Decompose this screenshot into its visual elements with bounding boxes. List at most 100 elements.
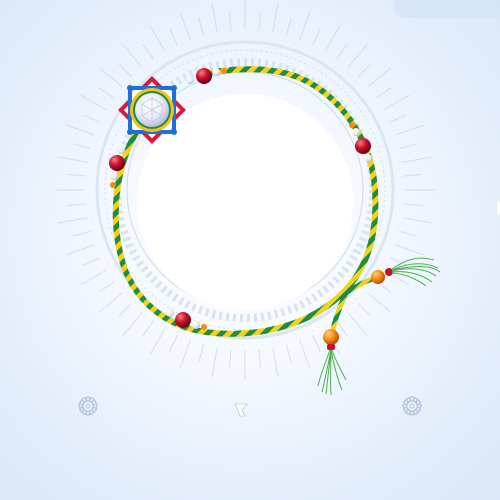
mandala-petal [406, 397, 411, 403]
tiny-logo-icon [234, 403, 248, 417]
ray-line [312, 334, 321, 352]
mandala-petal [413, 409, 418, 415]
mandala-petal [406, 409, 411, 415]
ray-line [72, 143, 91, 150]
ray-line [142, 43, 154, 60]
ray-line [142, 320, 154, 337]
right-tassel [371, 257, 441, 287]
ray-line [347, 312, 368, 336]
ray-line [399, 230, 418, 237]
ray-line [258, 12, 262, 31]
ray-line [66, 244, 95, 256]
mandala-petal [91, 407, 97, 412]
ray-line [57, 156, 88, 163]
ray-line [83, 257, 101, 266]
ray-line [357, 63, 372, 78]
ray-line [122, 312, 143, 336]
mandala-petal [416, 403, 422, 409]
ray-line [66, 124, 95, 136]
mandala-petal [92, 403, 98, 409]
rakhi-jewel-icon [118, 76, 186, 144]
ray-line [312, 28, 321, 46]
ray-line [149, 25, 166, 52]
ray-line [299, 340, 311, 369]
ray-line [367, 292, 391, 313]
ray-line [299, 11, 311, 40]
ray-line [179, 11, 191, 40]
ray-line [383, 94, 410, 111]
mandala-petal [402, 403, 408, 409]
ray-line [272, 347, 279, 378]
ray-line [324, 25, 341, 52]
ray-line [179, 340, 191, 369]
ray-line [149, 328, 166, 355]
ray-line [99, 67, 123, 88]
ray-line [404, 173, 423, 177]
mandala-petal [415, 407, 421, 412]
mandala-petal [415, 400, 421, 405]
ray-line [198, 17, 205, 36]
mandala-petal [89, 397, 94, 403]
ray-line [72, 230, 91, 237]
ray-line [389, 114, 407, 123]
ray-line [99, 292, 123, 313]
mandala-petal [413, 397, 418, 403]
ray-line [285, 344, 292, 363]
mandala-petal [409, 410, 415, 416]
ray-line [272, 2, 279, 33]
mandala-petal [82, 409, 87, 415]
ray-line [357, 302, 372, 317]
thread-beads [109, 68, 372, 330]
ray-line [98, 281, 115, 293]
edge-nub [497, 202, 500, 214]
ray-line [258, 349, 262, 368]
ray-line [98, 87, 115, 99]
mandala-petal [409, 396, 415, 402]
ray-line [285, 17, 292, 36]
corner-tab [394, 0, 500, 18]
ray-line [198, 344, 205, 363]
ray-line [395, 244, 424, 256]
ray-line [211, 2, 218, 33]
mandala-petal [79, 400, 85, 405]
ray-line [67, 203, 86, 207]
ray-line [402, 156, 433, 163]
thread-tail-down [329, 285, 351, 336]
ray-line [336, 320, 348, 337]
ray-line [347, 44, 368, 68]
ray-line [118, 63, 133, 78]
mandala-petal [82, 397, 87, 403]
ray-line [80, 269, 107, 286]
ray-line [389, 257, 407, 266]
mandala-petal [403, 400, 409, 405]
ray-line [169, 28, 178, 46]
mandala-icon [78, 396, 98, 416]
mandala-petal [403, 407, 409, 412]
ray-line [67, 173, 86, 177]
ray-line [57, 217, 88, 224]
ray-line [211, 347, 218, 378]
ray-line [228, 349, 232, 368]
ray-line [122, 44, 143, 68]
mandala-icon [402, 396, 422, 416]
mandala-petal [85, 410, 91, 416]
mandala-petal [91, 400, 97, 405]
ray-line [375, 87, 392, 99]
bottom-tassel [317, 329, 347, 396]
ray-line [399, 143, 418, 150]
ray-line [367, 67, 391, 88]
ray-line [402, 217, 433, 224]
mandala-petal [78, 403, 84, 409]
photo-placeholder [137, 94, 353, 310]
ray-line [336, 43, 348, 60]
mandala-petal [85, 396, 91, 402]
ray-line [169, 334, 178, 352]
sunburst-rays [55, 0, 435, 380]
ray-line [118, 302, 133, 317]
ray-line [80, 94, 107, 111]
mandala-petal [79, 407, 85, 412]
ray-line [228, 12, 232, 31]
ray-line [83, 114, 101, 123]
